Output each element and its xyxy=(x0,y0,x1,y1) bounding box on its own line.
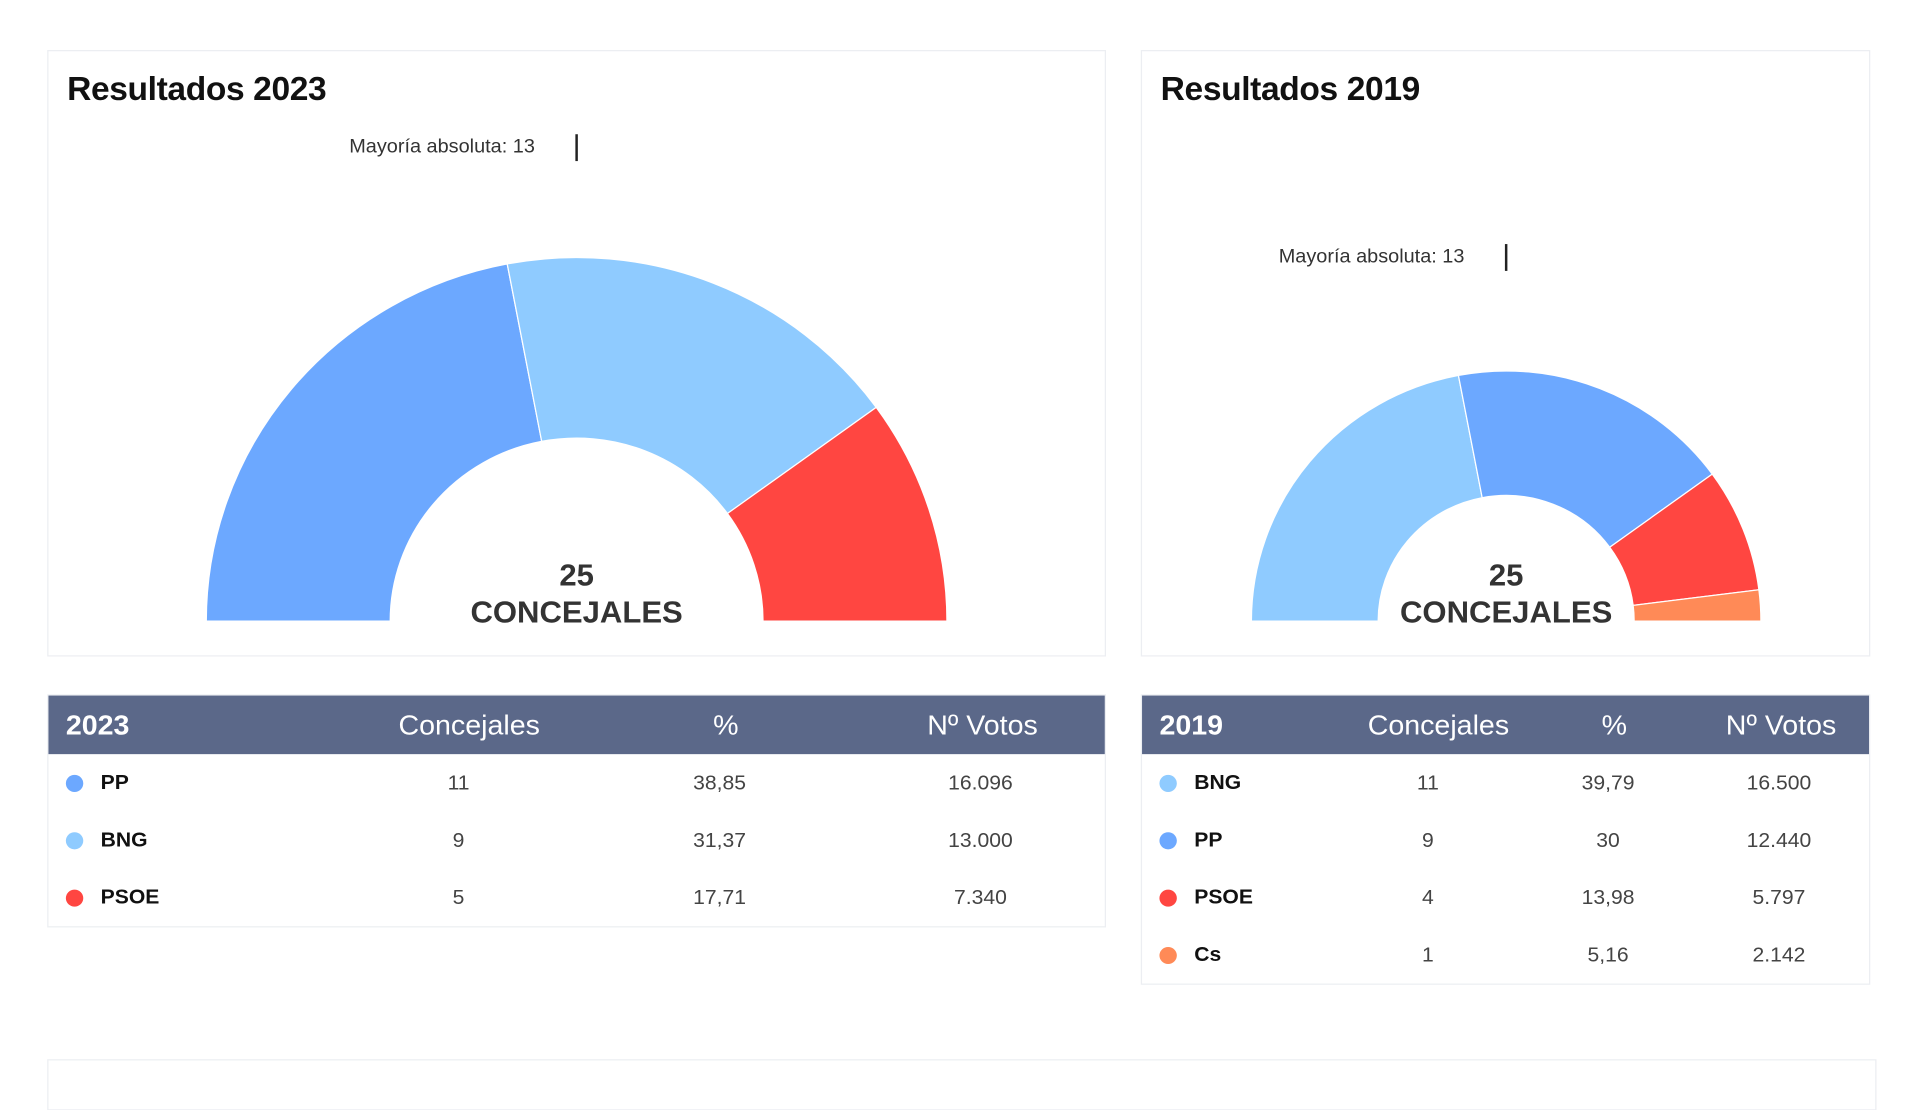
party-name: BNG xyxy=(100,828,148,852)
party-color-dot xyxy=(65,831,84,850)
majority-label: Mayoría absoluta: 13 xyxy=(1278,246,1465,268)
majority-label: Mayoría absoluta: 13 xyxy=(349,136,535,158)
slice-bng xyxy=(506,256,878,515)
total-seats: 25 xyxy=(1488,558,1524,594)
majority-marker xyxy=(1504,244,1507,271)
party-color-dot xyxy=(1159,889,1177,907)
results-page: Resultados 2023 Mayoría absoluta: 13 25 … xyxy=(47,50,1877,1110)
party-cell: PP xyxy=(1142,828,1328,853)
center-label: 25 CONCEJALES xyxy=(427,558,725,631)
next-section-box xyxy=(47,1059,1877,1110)
party-cell: PSOE xyxy=(1142,885,1328,910)
chart-title: Resultados 2019 xyxy=(1160,70,1421,108)
column-header: 2019 xyxy=(1159,708,1224,741)
table-row: Cs 1 5,16 2.142 xyxy=(1142,926,1869,983)
total-seats-unit: CONCEJALES xyxy=(1399,595,1613,630)
party-cell: Cs xyxy=(1142,942,1328,967)
party-color-dot xyxy=(1159,946,1177,964)
column-header: Concejales xyxy=(1367,708,1510,741)
party-cell: PP xyxy=(48,770,334,795)
party-cell: BNG xyxy=(1142,770,1328,795)
table-row: PP 9 30 12.440 xyxy=(1142,811,1869,868)
slice-cs xyxy=(1632,589,1762,622)
percent-cell: 30 xyxy=(1596,827,1620,852)
slice-bng xyxy=(1250,374,1483,622)
votes-cell: 16.500 xyxy=(1746,770,1812,794)
percent-cell: 13,98 xyxy=(1581,885,1635,909)
results-2023-card: Resultados 2023 Mayoría absoluta: 13 25 … xyxy=(47,50,1107,657)
percent-cell: 39,79 xyxy=(1581,770,1635,794)
seats-cell: 4 xyxy=(1421,885,1434,909)
chart-title: Resultados 2023 xyxy=(67,70,327,108)
percent-cell: 5,16 xyxy=(1587,942,1629,966)
total-seats-unit: CONCEJALES xyxy=(470,595,683,630)
party-name: Cs xyxy=(1194,942,1222,967)
table-header: 2019 Concejales% Nº Votos xyxy=(1142,695,1870,755)
votes-cell: 16.096 xyxy=(948,770,1013,794)
seats-cell: 11 xyxy=(447,770,470,794)
percent-cell: 31,37 xyxy=(693,827,746,852)
slice-pp xyxy=(1457,370,1714,549)
results-table-2019: 2019 Concejales% Nº Votos BNG 11 39,79 16.… xyxy=(1140,694,1871,985)
party-name: PSOE xyxy=(100,885,160,909)
table-row: PP 11 38,85 16.096 xyxy=(48,754,1104,811)
semicircle-chart-2023 xyxy=(205,256,948,622)
column-header: % xyxy=(713,708,739,741)
majority-marker xyxy=(575,134,578,162)
votes-cell: 13.000 xyxy=(948,827,1013,852)
seats-cell: 11 xyxy=(1416,770,1439,794)
party-cell: BNG xyxy=(48,828,334,853)
results-2019-card: Resultados 2019 Mayoría absoluta: 13 25 … xyxy=(1140,50,1871,657)
party-color-dot xyxy=(65,889,84,907)
seats-cell: 1 xyxy=(1421,942,1434,966)
party-color-dot xyxy=(1159,774,1177,792)
column-header: % xyxy=(1601,708,1628,741)
table-header: 2023 Concejales% Nº Votos xyxy=(48,695,1105,755)
table-row: BNG 11 39,79 16.500 xyxy=(1142,754,1869,811)
column-header: 2023 xyxy=(65,708,130,741)
center-label: 25 CONCEJALES xyxy=(1357,558,1655,631)
votes-cell: 2.142 xyxy=(1752,942,1806,966)
party-name: PP xyxy=(1194,828,1223,852)
column-header: Nº Votos xyxy=(1725,708,1837,741)
votes-cell: 7.340 xyxy=(954,885,1007,909)
semicircle-chart-2019 xyxy=(1250,370,1762,622)
seats-cell: 5 xyxy=(452,885,465,909)
party-cell: PSOE xyxy=(48,885,334,910)
total-seats: 25 xyxy=(559,558,594,594)
slice-pp xyxy=(205,263,543,622)
votes-cell: 12.440 xyxy=(1746,827,1812,852)
party-name: PP xyxy=(100,770,129,795)
table-row: BNG 9 31,37 13.000 xyxy=(48,811,1104,868)
table-row: PSOE 5 17,71 7.340 xyxy=(48,869,1104,926)
votes-cell: 5.797 xyxy=(1752,885,1806,909)
column-header: Nº Votos xyxy=(927,708,1038,741)
results-table-2023: 2023 Concejales% Nº Votos PP 11 38,85 16.0… xyxy=(47,694,1107,928)
party-name: PSOE xyxy=(1194,885,1253,909)
party-name: BNG xyxy=(1194,770,1242,795)
party-color-dot xyxy=(65,774,84,792)
table-row: PSOE 4 13,98 5.797 xyxy=(1142,869,1869,926)
seats-cell: 9 xyxy=(1421,827,1434,852)
percent-cell: 38,85 xyxy=(693,770,746,794)
percent-cell: 17,71 xyxy=(693,885,746,909)
seats-cell: 9 xyxy=(452,827,465,852)
slice-psoe xyxy=(726,406,948,622)
party-color-dot xyxy=(1159,831,1177,850)
column-header: Concejales xyxy=(398,708,540,741)
